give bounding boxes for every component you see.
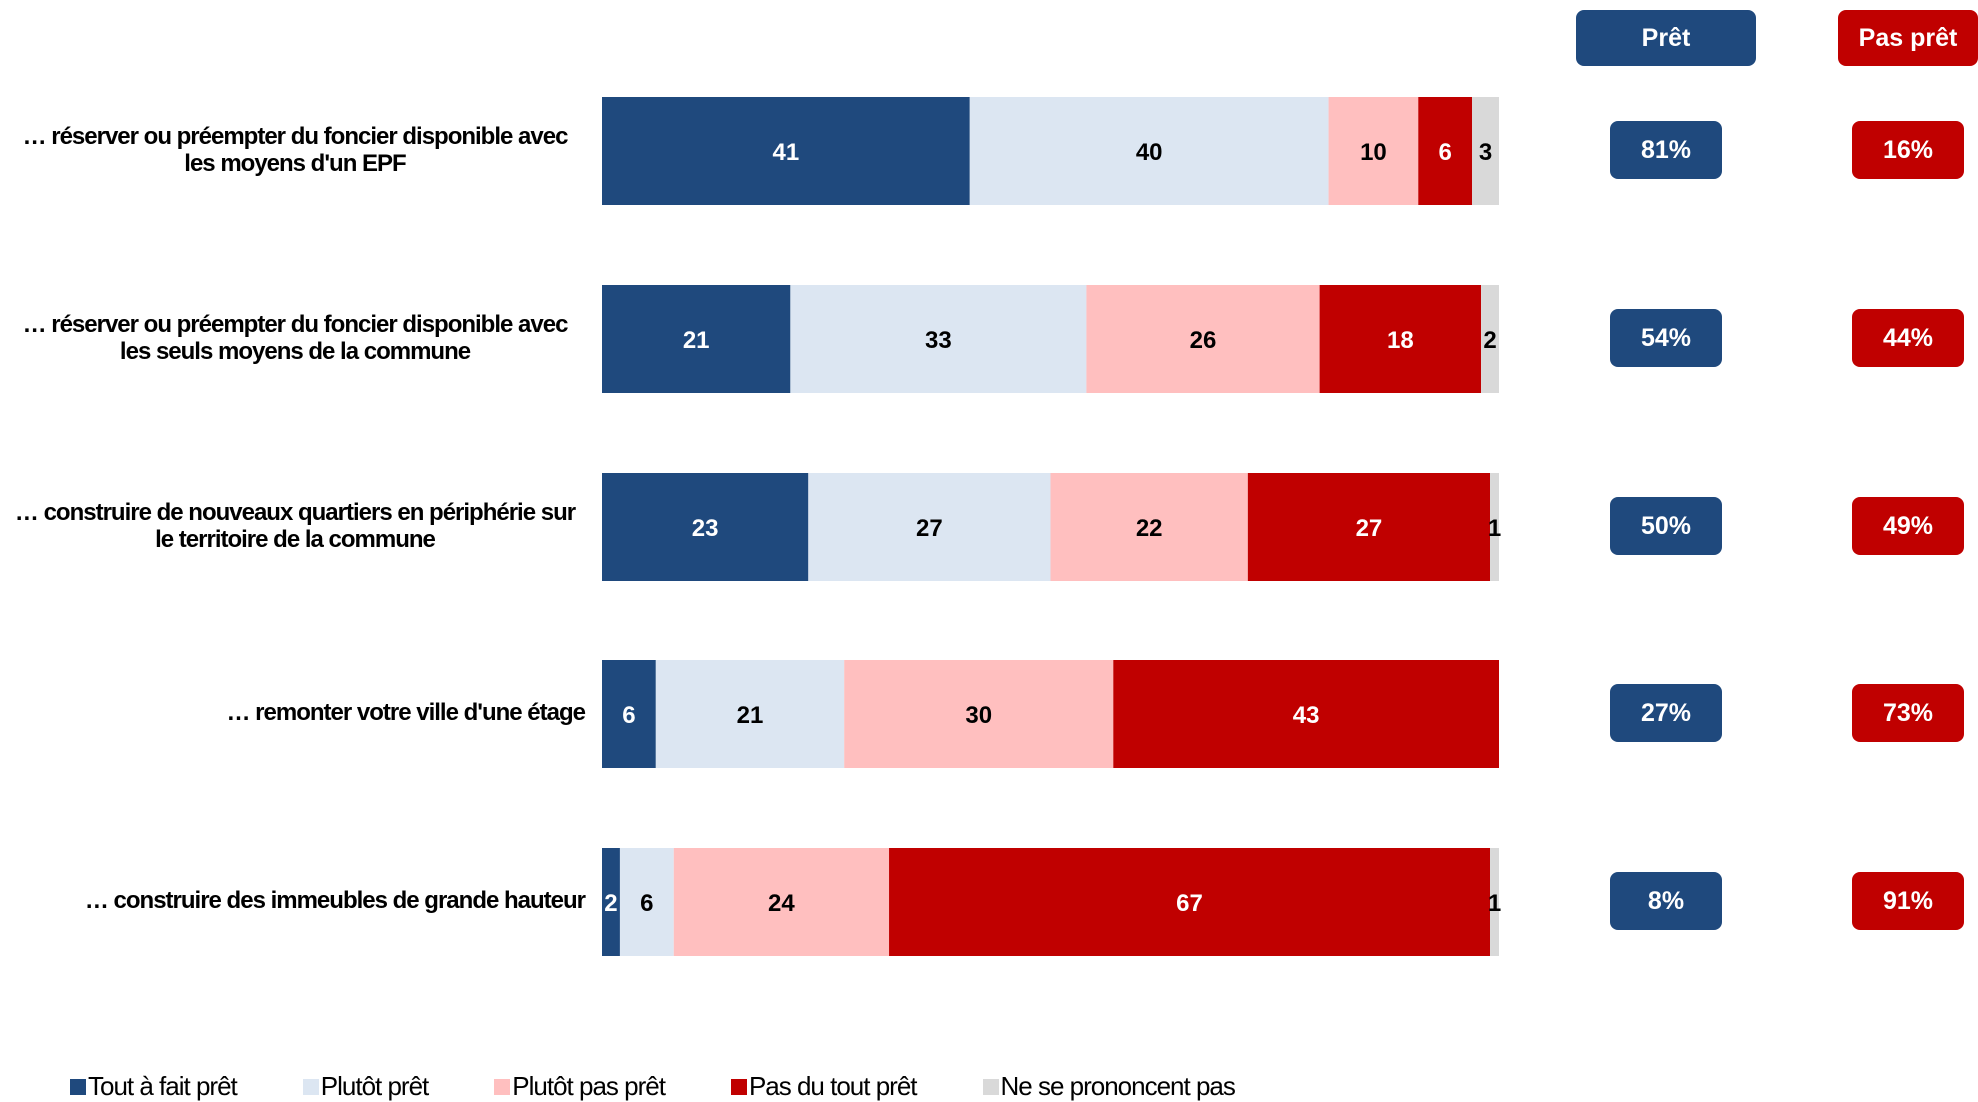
legend: Tout à fait prêt Plutôt prêt Plutôt pas pr… [70, 1071, 1301, 1102]
bar-segment [889, 848, 1491, 956]
bar-segment [808, 473, 1051, 581]
bar-value-label: 43 [1293, 702, 1320, 729]
bar-segment [1050, 473, 1248, 581]
bar-segment [655, 660, 845, 768]
bar-value-label: 24 [768, 890, 795, 917]
bar-value-label: 41 [773, 139, 800, 166]
bar-segment [790, 285, 1087, 393]
bar-value-label: 67 [1176, 890, 1203, 917]
bar-segment [1490, 848, 1499, 956]
bar-value-label: 1 [1488, 890, 1501, 917]
bar-segment [969, 97, 1329, 205]
pas-pret-percentage-badge: 49% [1852, 497, 1964, 555]
pret-percentage-badge: 8% [1610, 872, 1722, 930]
bar-value-label: 1 [1488, 515, 1501, 542]
category-label: … réserver ou préempter du foncier dispo… [22, 311, 569, 365]
pret-percentage-badge: 27% [1610, 684, 1722, 742]
bar-segment [1247, 473, 1491, 581]
bar-value-label: 6 [622, 702, 635, 729]
bar-segment [1328, 97, 1419, 205]
bar-segment [602, 660, 656, 768]
legend-swatch [730, 1078, 747, 1095]
category-label: … construire de nouveaux quartiers en pé… [14, 499, 576, 553]
bar-value-label: 18 [1387, 327, 1414, 354]
bar-segment [1113, 660, 1499, 768]
bar-value-label: 40 [1136, 139, 1163, 166]
category-label: … réserver ou préempter du foncier dispo… [22, 123, 569, 177]
bar-segment [1418, 97, 1473, 205]
bar-value-label: 23 [692, 515, 719, 542]
bar-value-label: 6 [1439, 139, 1452, 166]
bar-segment [619, 848, 674, 956]
legend-label: Pas du tout prêt [748, 1071, 918, 1101]
bar-segment [602, 285, 791, 393]
pret-percentage-badge: 81% [1610, 121, 1722, 179]
legend-label: Plutôt prêt [320, 1071, 430, 1101]
category-label: … remonter votre ville d'une étage [226, 699, 586, 726]
legend-label: Plutôt pas prêt [512, 1071, 666, 1101]
bar-value-label: 21 [683, 327, 710, 354]
legend-item: Plutôt pas prêt [494, 1071, 666, 1102]
bar-segment [1490, 473, 1499, 581]
bar-value-label: 27 [916, 515, 943, 542]
pret-percentage-badge: 50% [1610, 497, 1722, 555]
bar-value-label: 26 [1190, 327, 1217, 354]
legend-item: Tout à fait prêt [70, 1071, 238, 1102]
bar-segment [602, 848, 620, 956]
header-pret: Prêt [1576, 10, 1756, 66]
bar-segment [673, 848, 890, 956]
bar-value-label: 30 [965, 702, 992, 729]
bar-segment [602, 97, 970, 205]
pas-pret-percentage-badge: 44% [1852, 309, 1964, 367]
legend-item: Ne se prononcent pas [982, 1071, 1236, 1102]
bar-segment [1086, 285, 1320, 393]
pas-pret-percentage-badge: 73% [1852, 684, 1964, 742]
bar-value-label: 21 [737, 702, 764, 729]
category-label: … construire des immeubles de grande hau… [84, 887, 586, 914]
header-pas-pret: Pas prêt [1838, 10, 1978, 66]
legend-swatch [982, 1078, 999, 1095]
bar-value-label: 10 [1360, 139, 1387, 166]
legend-swatch [494, 1078, 511, 1095]
bar-value-label: 2 [1483, 327, 1496, 354]
bar-value-label: 2 [604, 890, 617, 917]
bar-segment [602, 473, 809, 581]
legend-item: Pas du tout prêt [730, 1071, 918, 1102]
bar-segment [1319, 285, 1482, 393]
bar-value-label: 6 [640, 890, 653, 917]
legend-label: Tout à fait prêt [88, 1071, 238, 1101]
bar-value-label: 3 [1479, 139, 1492, 166]
bar-segment [844, 660, 1114, 768]
legend-label: Ne se prononcent pas [1000, 1071, 1236, 1101]
pas-pret-percentage-badge: 16% [1852, 121, 1964, 179]
legend-item: Plutôt prêt [302, 1071, 430, 1102]
bar-value-label: 27 [1356, 515, 1383, 542]
pret-percentage-badge: 54% [1610, 309, 1722, 367]
bar-segment [1481, 285, 1499, 393]
bar-segment [1472, 97, 1499, 205]
pas-pret-percentage-badge: 91% [1852, 872, 1964, 930]
legend-swatch [70, 1078, 86, 1095]
bar-value-label: 22 [1136, 515, 1163, 542]
legend-swatch [302, 1078, 319, 1095]
bar-value-label: 33 [925, 327, 952, 354]
